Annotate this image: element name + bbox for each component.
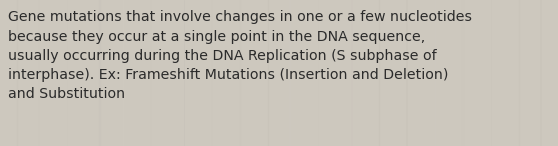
- Text: Gene mutations that involve changes in one or a few nucleotides
because they occ: Gene mutations that involve changes in o…: [8, 10, 473, 101]
